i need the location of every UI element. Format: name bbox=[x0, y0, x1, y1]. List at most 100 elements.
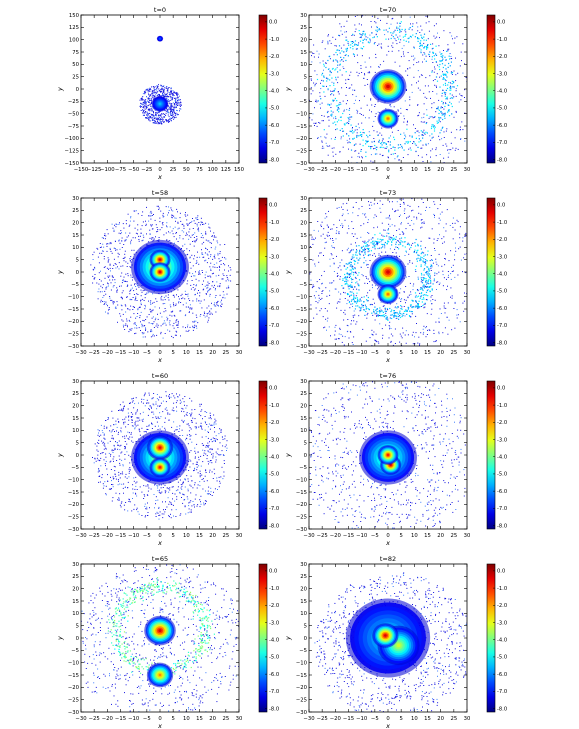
particle-point bbox=[358, 315, 360, 317]
particle-point bbox=[397, 155, 399, 157]
particle-point bbox=[456, 129, 458, 131]
particle-point bbox=[154, 219, 156, 221]
particle-point bbox=[442, 332, 444, 334]
particle-point bbox=[373, 193, 374, 194]
particle-point bbox=[400, 299, 402, 301]
particle-point bbox=[377, 341, 379, 343]
particle-point bbox=[456, 314, 458, 316]
particle-point bbox=[342, 203, 344, 205]
particle-point bbox=[364, 253, 366, 255]
particle-point bbox=[173, 108, 175, 110]
particle-point bbox=[420, 259, 422, 261]
particle-point bbox=[151, 100, 153, 102]
particle-point bbox=[367, 292, 369, 294]
particle-point bbox=[349, 275, 351, 277]
particle-point bbox=[319, 252, 321, 254]
particle-point bbox=[315, 122, 317, 124]
particle-point bbox=[405, 310, 407, 312]
particle-point bbox=[131, 287, 133, 289]
particle-point bbox=[383, 229, 385, 231]
particle-point bbox=[331, 254, 333, 256]
particle-point bbox=[331, 115, 333, 117]
particle-point bbox=[213, 255, 215, 257]
particle-point bbox=[176, 208, 178, 210]
particle-point bbox=[385, 148, 387, 149]
particle-point bbox=[142, 211, 144, 213]
particle-point bbox=[345, 50, 348, 52]
colorbar-tick-label: -5.0 bbox=[269, 106, 279, 112]
particle-point bbox=[391, 201, 393, 203]
particle-point bbox=[417, 115, 419, 117]
particle-point bbox=[445, 307, 447, 309]
particle-point bbox=[429, 207, 431, 208]
particle-point bbox=[188, 329, 190, 331]
particle-point bbox=[449, 53, 451, 55]
particle-point bbox=[341, 206, 342, 208]
particle-point bbox=[391, 34, 393, 36]
particle-point bbox=[114, 224, 115, 226]
particle-point bbox=[383, 305, 385, 307]
colorbar-tick-label: -8.0 bbox=[269, 340, 279, 346]
particle-point bbox=[92, 275, 94, 277]
particle-point bbox=[199, 224, 201, 226]
particle-point bbox=[459, 246, 461, 248]
particle-point bbox=[192, 228, 194, 229]
particle-point bbox=[358, 42, 360, 44]
particle-point bbox=[368, 232, 370, 234]
particle-point bbox=[425, 210, 426, 211]
particle-point bbox=[358, 23, 360, 25]
particle-point bbox=[359, 250, 361, 252]
particle-point bbox=[378, 66, 379, 67]
particle-point bbox=[359, 254, 361, 256]
particle-point bbox=[208, 251, 210, 253]
particle-point bbox=[434, 215, 435, 216]
particle-point bbox=[396, 230, 398, 231]
particle-point bbox=[422, 54, 424, 56]
particle-point bbox=[423, 58, 425, 60]
particle-point bbox=[351, 258, 353, 260]
particle-point bbox=[396, 255, 398, 257]
particle-point bbox=[346, 278, 348, 280]
particle-point bbox=[424, 254, 426, 256]
particle-point bbox=[213, 264, 215, 265]
particle-point bbox=[198, 271, 200, 273]
particle-point bbox=[418, 114, 420, 116]
particle-point bbox=[140, 103, 142, 105]
particle-point bbox=[126, 296, 128, 298]
particle-point bbox=[409, 310, 411, 312]
particle-point bbox=[408, 41, 410, 43]
particle-point bbox=[331, 93, 333, 95]
particle-point bbox=[445, 143, 447, 145]
particle-point bbox=[393, 237, 395, 239]
particle-point bbox=[387, 319, 389, 321]
particle-point bbox=[151, 114, 153, 115]
particle-point bbox=[423, 252, 425, 254]
particle-point bbox=[465, 235, 467, 237]
particle-point bbox=[154, 120, 156, 122]
particle-point bbox=[119, 285, 120, 287]
particle-point bbox=[424, 247, 426, 249]
particle-point bbox=[451, 83, 453, 85]
particle-point bbox=[397, 247, 399, 248]
particle-point bbox=[383, 29, 385, 31]
particle-point bbox=[411, 299, 413, 301]
particle-point bbox=[195, 320, 197, 322]
particle-point bbox=[385, 38, 387, 40]
particle-point bbox=[148, 241, 150, 243]
particle-point bbox=[109, 248, 111, 250]
particle-point bbox=[163, 311, 165, 313]
particle-point bbox=[161, 316, 163, 318]
particle-point bbox=[152, 95, 154, 97]
particle-point bbox=[183, 250, 185, 252]
particle-point bbox=[389, 239, 392, 241]
particle-point bbox=[140, 232, 142, 234]
particle-point bbox=[158, 207, 160, 209]
particle-point bbox=[401, 222, 402, 224]
particle-point bbox=[130, 217, 132, 219]
particle-point bbox=[336, 54, 338, 56]
particle-point bbox=[423, 287, 426, 289]
colorbar-tick-label: -2.0 bbox=[269, 237, 279, 243]
particle-point bbox=[369, 72, 371, 74]
particle-point bbox=[374, 244, 376, 246]
particle-point bbox=[464, 112, 466, 114]
